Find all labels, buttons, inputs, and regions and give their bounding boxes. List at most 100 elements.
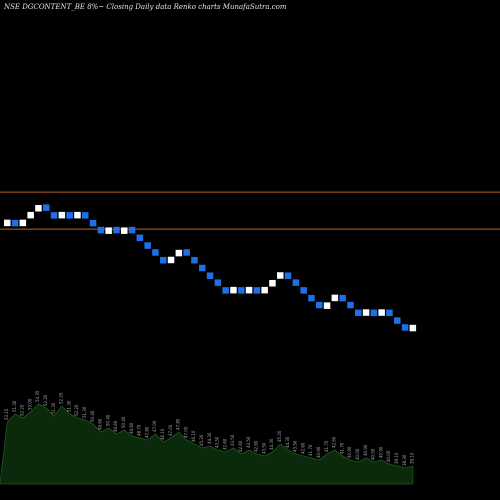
renko-brick-down (206, 272, 214, 279)
volume-label: 40.90 (347, 446, 352, 458)
renko-brick-down (401, 324, 409, 331)
renko-bricks (4, 204, 417, 332)
volume-label: 44.30 (207, 432, 212, 444)
volume-label: 48.70 (137, 424, 142, 436)
renko-brick-down (50, 212, 58, 219)
renko-brick-down (11, 219, 19, 227)
volume-area (0, 403, 414, 485)
volume-label: 45.20 (199, 434, 204, 446)
volume-label: 53.15 (4, 408, 9, 420)
volume-label: 50.40 (105, 414, 110, 426)
volume-label: 40.00 (386, 450, 391, 462)
renko-brick-up (362, 309, 370, 316)
renko-brick-up (175, 249, 183, 257)
volume-label: 49.60 (129, 422, 134, 434)
renko-brick-up (35, 205, 42, 212)
volume-label: 43.50 (246, 436, 251, 448)
renko-brick-down (339, 294, 346, 302)
volume-label: 43.50 (215, 436, 220, 448)
renko-brick-up (331, 294, 339, 302)
volume-label: 47.00 (152, 420, 157, 432)
renko-brick-down (284, 272, 292, 279)
renko-brick-up (19, 219, 27, 227)
renko-brick-down (316, 301, 323, 309)
volume-label: 40.00 (371, 448, 376, 460)
volume-label: 43.50 (230, 434, 235, 446)
renko-brick-down (128, 226, 136, 234)
volume-label: 51.30 (51, 402, 56, 414)
volume-label: 49.60 (98, 418, 103, 430)
volume-label: 39.10 (410, 452, 415, 464)
volume-label: 42.60 (222, 438, 227, 450)
renko-brick-up (167, 256, 175, 264)
volume-label: 47.00 (183, 426, 188, 438)
renko-brick-up (378, 309, 385, 316)
volume-label: 52.20 (43, 394, 48, 406)
volume-label: 40.00 (355, 448, 360, 460)
volume-label: 42.60 (238, 440, 243, 452)
volume-label: 44.30 (269, 438, 274, 450)
volume-label: 40.90 (363, 444, 368, 456)
renko-brick-down (292, 279, 300, 286)
volume-area-path (0, 403, 414, 485)
renko-brick-down (394, 317, 401, 324)
volume-label: 42.60 (332, 436, 337, 448)
renko-brick-down (113, 226, 120, 234)
renko-brick-up (105, 227, 112, 234)
renko-brick-up (261, 286, 268, 294)
renko-brick-down (308, 294, 315, 302)
renko-brick-down (222, 287, 229, 294)
volume-label: 41.70 (324, 440, 329, 452)
renko-brick-down (82, 212, 89, 219)
renko-brick-down (89, 219, 97, 227)
volume-label: 42.60 (300, 442, 305, 454)
renko-brick-down (355, 309, 362, 317)
renko-brick-down (386, 309, 393, 317)
volume-label: 46.10 (191, 430, 196, 442)
renko-brick-down (238, 287, 245, 294)
renko-brick-down (144, 242, 151, 249)
renko-brick-down (347, 301, 354, 309)
volume-label: 43.50 (261, 442, 266, 454)
renko-brick-down (183, 249, 190, 256)
volume-label: 47.00 (168, 424, 173, 436)
reference-lines (0, 191, 500, 230)
volume-label: 41.70 (308, 444, 313, 456)
volume-label: 40.90 (316, 446, 321, 458)
volume-label: 38.30 (402, 454, 407, 466)
renko-brick-down (370, 309, 378, 317)
renko-brick-up (58, 211, 66, 219)
renko-brick-up (121, 227, 128, 234)
volume-label: 41.70 (339, 442, 344, 454)
volume-label: 40.90 (378, 446, 383, 458)
volume-label: 47.80 (144, 426, 149, 438)
renko-brick-up (245, 286, 253, 294)
volume-label: 44.30 (285, 436, 290, 448)
renko-brick-down (66, 212, 73, 219)
volume-label: 47.80 (176, 418, 181, 430)
renko-brick-down (214, 279, 222, 286)
renko-brick-up (4, 219, 11, 227)
renko-brick-up (230, 286, 237, 294)
volume-label: 49.60 (113, 420, 118, 432)
volume-label: 52.20 (20, 404, 25, 416)
renko-brick-up (277, 272, 284, 279)
renko-brick-down (43, 204, 50, 211)
renko-brick-down (253, 287, 261, 294)
renko-brick-down (199, 264, 206, 272)
volume-label: 46.10 (160, 428, 165, 440)
renko-brick-down (300, 287, 307, 294)
volume-label: 52.20 (74, 404, 79, 416)
volume-label: 51.30 (66, 400, 71, 412)
renko-brick-up (269, 280, 276, 287)
renko-brick-down (97, 226, 105, 234)
renko-brick-down (136, 234, 144, 242)
renko-brick-up (409, 324, 417, 332)
renko-brick-down (191, 256, 198, 264)
volume-label: 51.30 (82, 406, 87, 418)
renko-brick-up (74, 211, 81, 219)
volume-label: 50.40 (121, 416, 126, 428)
volume-label: 42.60 (254, 440, 259, 452)
volume-label: 51.30 (12, 400, 17, 412)
